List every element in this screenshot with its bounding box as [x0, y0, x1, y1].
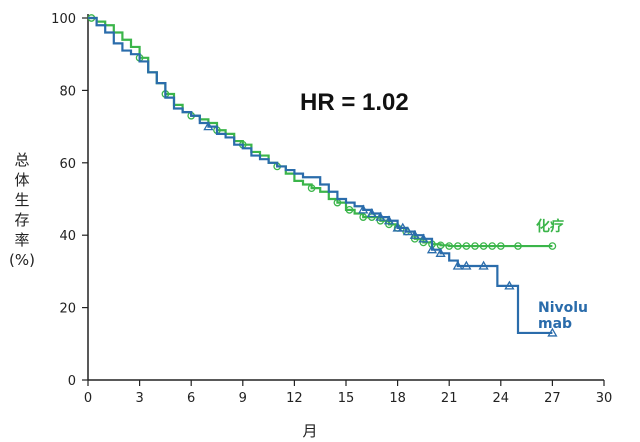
chemo-censor-mark: [514, 242, 522, 250]
x-tick-label: 15: [338, 391, 355, 406]
chemo-censor-mark: [548, 242, 557, 250]
x-tick-label: 3: [135, 391, 143, 406]
chemo-series-label: 化疗: [536, 218, 564, 235]
nivolumab-censor-mark: [461, 260, 472, 270]
chemo-censor-mark: [479, 242, 488, 250]
x-tick-label: 6: [187, 391, 195, 406]
y-tick-label: 40: [59, 229, 76, 244]
x-tick-label: 30: [596, 391, 613, 406]
nivolumab-censor-mark: [426, 244, 438, 254]
y-tick-label: 0: [68, 374, 76, 389]
nivolumab-series-label: mab: [538, 316, 572, 332]
nivolumab-censor-mark: [402, 226, 414, 236]
y-axis-label-char: 存: [14, 211, 30, 229]
x-tick-label: 24: [493, 391, 510, 406]
nivolumab-censor-mark: [435, 247, 446, 257]
y-tick-label: 60: [59, 157, 76, 172]
hr-annotation: HR = 1.02: [300, 89, 409, 116]
y-axis-label-char: (%): [9, 251, 35, 269]
nivolumab-censor-mark: [478, 260, 489, 270]
series-chemo: 化疗: [87, 14, 564, 250]
nivolumab-censor-mark: [366, 208, 377, 218]
chemo-censor-mark: [307, 184, 316, 192]
y-tick-label: 80: [59, 84, 76, 99]
y-axis-label-char: 总: [14, 151, 30, 169]
chemo-censor-mark: [445, 242, 454, 250]
chemo-censor-mark: [462, 242, 471, 250]
x-tick-label: 12: [286, 391, 303, 406]
chemo-censor-mark: [453, 242, 462, 250]
chemo-censor-mark: [345, 206, 354, 214]
nivolumab-censor-mark: [547, 327, 558, 337]
chemo-survival-curve: [88, 16, 553, 248]
nivolumab-censor-mark: [375, 211, 386, 221]
y-axis-label-char: 体: [14, 171, 30, 189]
nivolumab-censor-mark: [397, 222, 408, 232]
x-tick-label: 18: [389, 391, 406, 406]
x-tick-label: 9: [239, 391, 247, 406]
y-axis-label-char: 生: [14, 191, 30, 209]
y-tick-label: 100: [51, 12, 76, 27]
nivolumab-censor-mark: [203, 121, 214, 131]
y-tick-label: 20: [59, 302, 76, 317]
x-tick-label: 0: [84, 391, 92, 406]
x-tick-label: 27: [544, 391, 561, 406]
nivolumab-censor-mark: [418, 233, 429, 243]
chemo-censor-mark: [359, 213, 368, 221]
y-axis-label-char: 率: [14, 231, 30, 249]
chemo-censor-mark: [488, 242, 497, 250]
y-axis-label: 总 体 生 存 率 (%): [2, 150, 42, 270]
nivolumab-censor-mark: [409, 229, 420, 239]
nivolumab-censor-mark: [504, 280, 515, 290]
nivolumab-censor-mark: [392, 222, 403, 232]
nivolumab-censor-mark: [383, 215, 395, 225]
nivolumab-survival-curve: [88, 16, 553, 335]
x-tick-label: 21: [441, 391, 458, 406]
nivolumab-censor-mark: [358, 204, 369, 214]
chemo-censor-mark: [496, 242, 505, 250]
nivolumab-series-label: Nivolu: [538, 300, 588, 316]
x-axis-label: 月: [302, 422, 317, 440]
chemo-censor-mark: [471, 242, 479, 250]
nivolumab-censor-mark: [452, 260, 463, 270]
